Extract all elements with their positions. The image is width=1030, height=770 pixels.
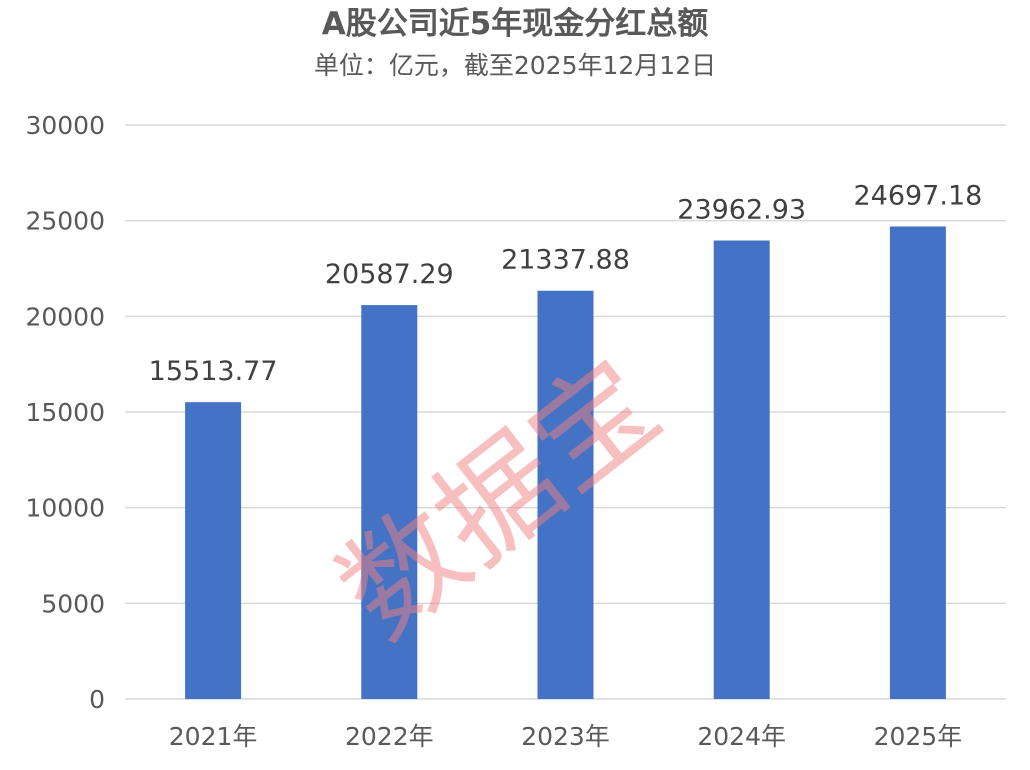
y-tick-label: 10000 [25,494,105,523]
bar [361,305,418,699]
data-label: 23962.93 [677,195,806,226]
chart-subtitle: 单位：亿元，截至2025年12月12日 [313,51,717,80]
bar [185,402,242,699]
y-tick-label: 25000 [25,207,105,236]
data-label: 24697.18 [853,180,982,211]
y-tick-label: 0 [89,685,105,714]
x-tick-label: 2024年 [697,722,786,751]
chart-title: A股公司近5年现金分红总额 [321,6,709,42]
y-tick-label: 30000 [25,111,105,140]
x-tick-label: 2021年 [169,722,258,751]
x-tick-label: 2025年 [874,722,963,751]
y-tick-label: 5000 [41,589,105,618]
data-label: 20587.29 [325,259,454,290]
y-tick-label: 15000 [25,398,105,427]
data-label: 21337.88 [501,245,630,276]
bar [537,290,594,699]
x-tick-label: 2022年 [345,722,434,751]
bar [713,240,770,699]
bar [889,226,946,699]
y-tick-label: 20000 [25,302,105,331]
data-label: 15513.77 [149,356,278,387]
x-tick-label: 2023年 [521,722,610,751]
